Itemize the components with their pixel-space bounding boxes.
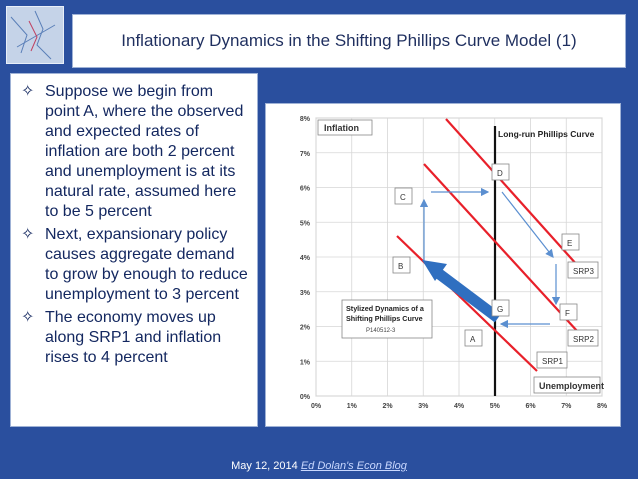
bullet-text: The economy moves up along SRP1 and infl… bbox=[45, 309, 222, 366]
stylized-title-line2: Shifting Phillips Curve bbox=[346, 314, 423, 323]
y-tick-label: 6% bbox=[300, 186, 311, 193]
bullet-item: ✧ Suppose we begin from point A, where t… bbox=[21, 82, 251, 222]
svg-text:G: G bbox=[497, 305, 503, 314]
y-axis-label-box bbox=[317, 119, 373, 136]
svg-text:E: E bbox=[567, 239, 572, 248]
srp3-curve bbox=[445, 118, 579, 267]
stylized-title-line1: Stylized Dynamics of a bbox=[346, 304, 425, 313]
x-tick-label: 6% bbox=[525, 403, 536, 410]
four-point-star-outline-icon: ✧ bbox=[21, 83, 35, 100]
y-tick-label: 3% bbox=[300, 290, 311, 297]
bullet-item: ✧ The economy moves up along SRP1 and in… bbox=[21, 308, 251, 368]
point-label-c: C bbox=[394, 187, 413, 205]
y-tick-labels: 0% 1% 2% 3% 4% 5% 6% 7% 8% bbox=[300, 116, 311, 401]
four-point-star-outline-icon: ✧ bbox=[21, 309, 35, 326]
svg-text:SRP2: SRP2 bbox=[573, 335, 594, 344]
x-axis-label-box bbox=[533, 376, 601, 394]
y-tick-label: 5% bbox=[300, 220, 311, 227]
x-tick-label: 7% bbox=[561, 403, 572, 410]
big-arrow-a-to-b bbox=[422, 260, 502, 323]
point-label-d: D bbox=[491, 163, 510, 181]
bullet-text: Suppose we begin from point A, where the… bbox=[45, 83, 244, 220]
point-label-e: E bbox=[561, 233, 580, 251]
bullet-list: ✧ Suppose we begin from point A, where t… bbox=[10, 73, 258, 427]
slide-thumbnail-image bbox=[6, 6, 64, 64]
slide-title: Inflationary Dynamics in the Shifting Ph… bbox=[121, 31, 577, 50]
y-tick-label: 4% bbox=[300, 255, 311, 262]
x-tick-label: 4% bbox=[454, 403, 465, 410]
svg-text:SRP3: SRP3 bbox=[573, 267, 594, 276]
srp1-curve bbox=[396, 235, 538, 372]
stylized-dynamics-note: Stylized Dynamics of a Shifting Phillips… bbox=[341, 299, 433, 339]
x-tick-label: 1% bbox=[347, 403, 358, 410]
svg-text:D: D bbox=[497, 169, 503, 178]
svg-text:C: C bbox=[400, 193, 406, 202]
y-tick-label: 0% bbox=[300, 394, 311, 401]
svg-text:B: B bbox=[398, 262, 403, 271]
curve-label-srp1: SRP1 bbox=[536, 351, 568, 369]
svg-text:F: F bbox=[565, 309, 570, 318]
point-label-a: A bbox=[464, 329, 483, 347]
x-tick-label: 3% bbox=[418, 403, 429, 410]
arrow-d-to-e bbox=[501, 191, 554, 258]
y-tick-label: 8% bbox=[300, 116, 311, 123]
x-tick-label: 8% bbox=[597, 403, 608, 410]
curve-label-srp3: SRP3 bbox=[567, 261, 599, 279]
x-axis-label: Unemployment bbox=[539, 381, 604, 391]
stylized-code: P140512-3 bbox=[366, 328, 396, 334]
x-tick-label: 5% bbox=[490, 403, 501, 410]
y-axis-label: Inflation bbox=[324, 123, 359, 133]
bullet-text: Next, expansionary policy causes aggrega… bbox=[45, 226, 248, 303]
footer-date: May 12, 2014 bbox=[231, 460, 298, 472]
y-tick-label: 7% bbox=[300, 151, 311, 158]
point-label-f: F bbox=[559, 303, 578, 321]
curve-label-srp2: SRP2 bbox=[567, 329, 599, 347]
point-label-g: G bbox=[491, 299, 510, 317]
lrpc-label: Long-run Phillips Curve bbox=[498, 129, 595, 139]
gridlines bbox=[315, 117, 603, 397]
point-label-b: B bbox=[392, 256, 411, 274]
y-tick-label: 1% bbox=[300, 359, 311, 366]
x-tick-labels: 0% 1% 2% 3% 4% 5% 6% 7% 8% bbox=[311, 403, 608, 410]
four-point-star-outline-icon: ✧ bbox=[21, 226, 35, 243]
svg-text:A: A bbox=[470, 335, 476, 344]
slide-title-box: Inflationary Dynamics in the Shifting Ph… bbox=[72, 14, 626, 68]
phillips-curve-diagram: 0% 1% 2% 3% 4% 5% 6% 7% 8% 0% 1% 2% 3% 4% 5% 6% 7% 8% In… bbox=[265, 103, 621, 427]
bullet-item: ✧ Next, expansionary policy causes aggre… bbox=[21, 225, 251, 305]
footer-blog-link[interactable]: Ed Dolan's Econ Blog bbox=[300, 460, 407, 472]
x-tick-label: 2% bbox=[382, 403, 393, 410]
x-tick-label: 0% bbox=[311, 403, 322, 410]
slide-footer: May 12, 2014 Ed Dolan's Econ Blog bbox=[0, 460, 638, 472]
svg-text:SRP1: SRP1 bbox=[542, 357, 563, 366]
y-tick-label: 2% bbox=[300, 325, 311, 332]
